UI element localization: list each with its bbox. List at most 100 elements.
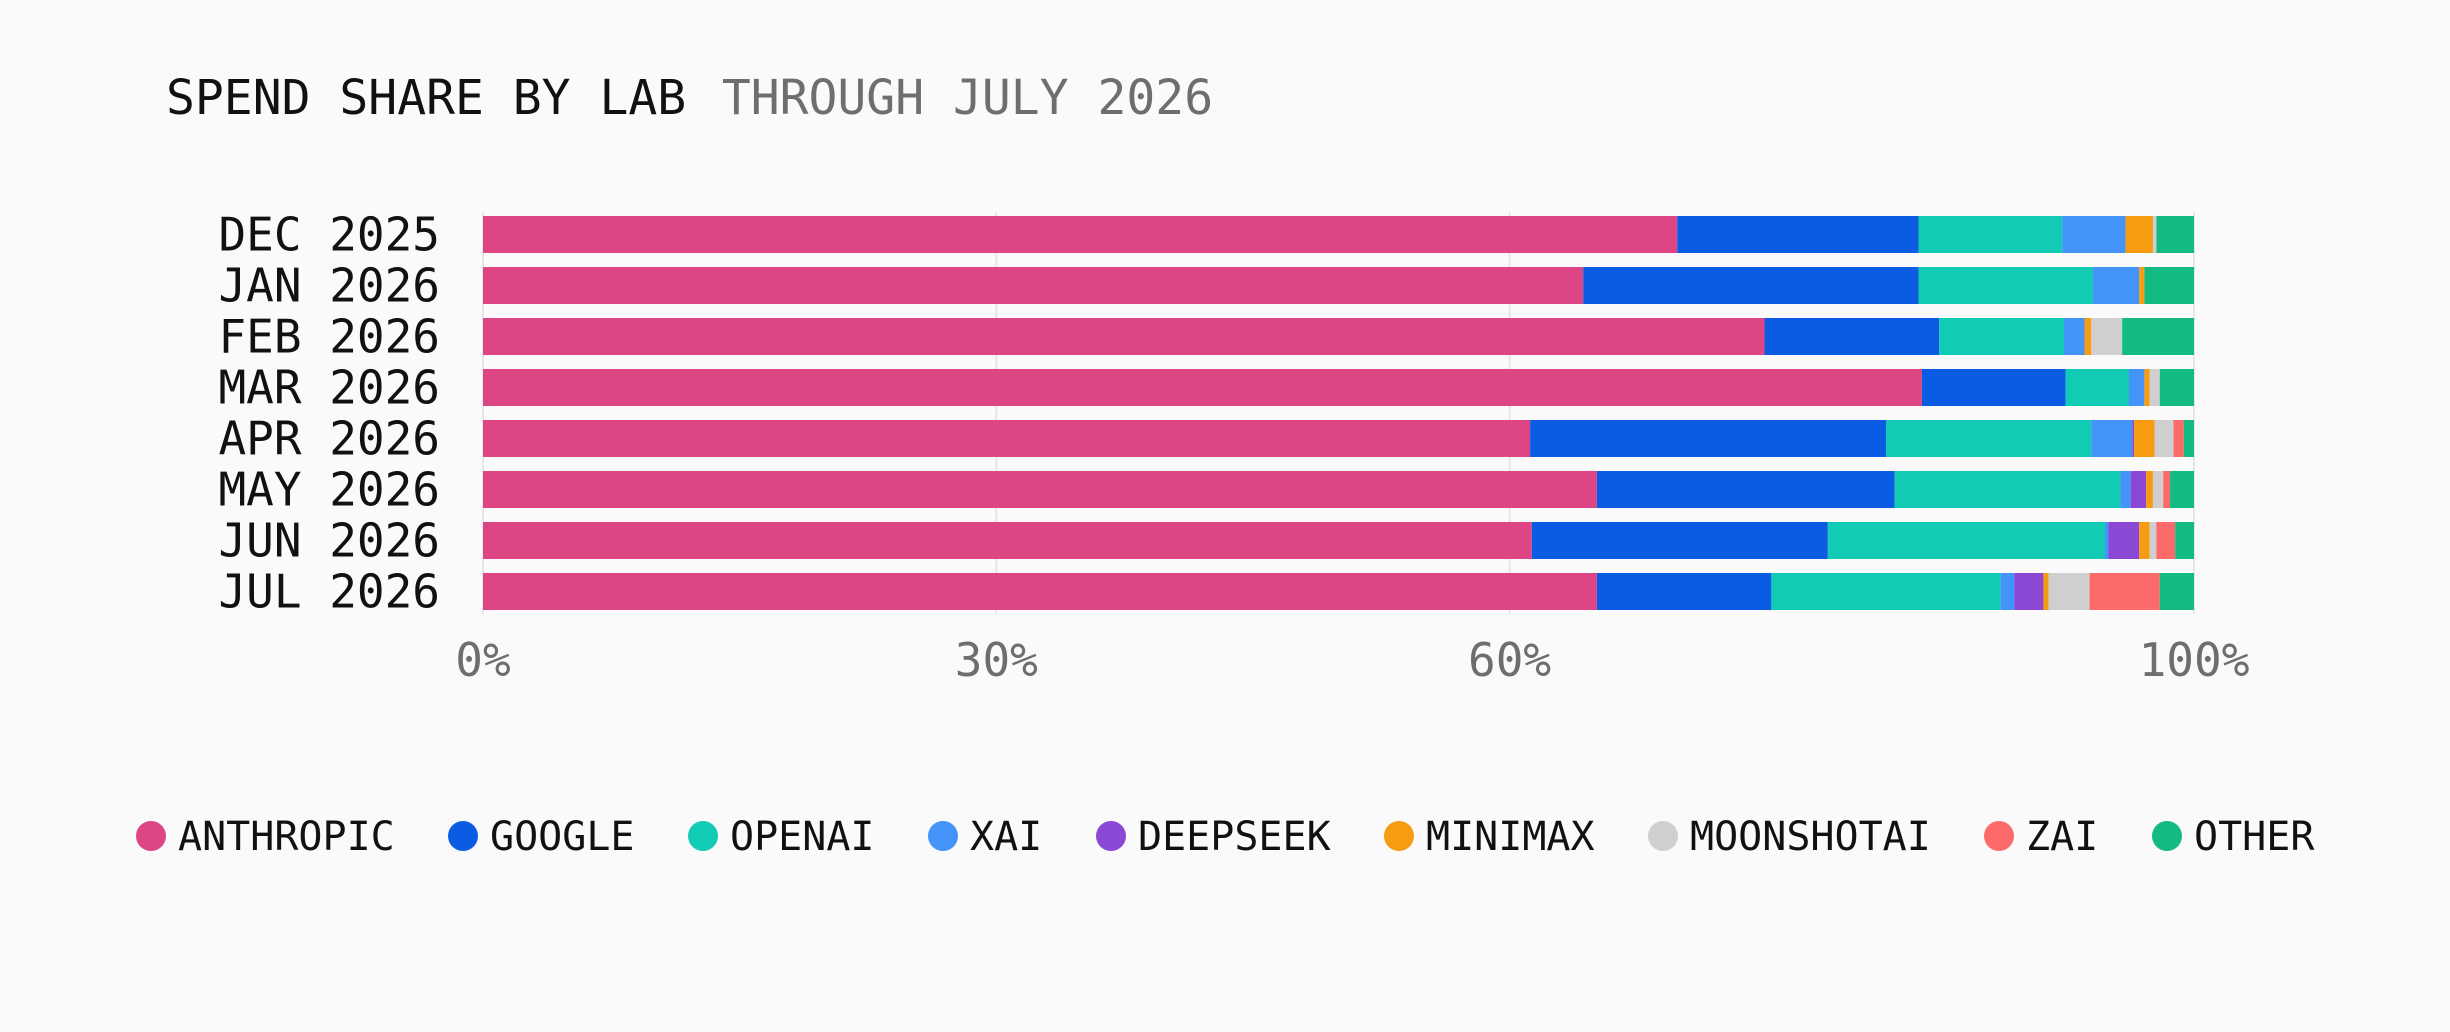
bar-segment-zai-jul-2026 [2089,573,2160,610]
bar-segment-other-jan-2026 [2144,267,2194,304]
bar-segment-anthropic-may-2026 [483,471,1597,508]
bar-segment-openai-jun-2026 [1827,522,2106,559]
bar-segment-minimax-jun-2026 [2139,522,2150,559]
bar-segment-openai-jan-2026 [1918,267,2094,304]
legend-label-zai: ZAI [2026,814,2098,860]
bar-segment-other-apr-2026 [2183,420,2194,457]
legend-swatch-zai [1984,821,2014,851]
legend-label-anthropic: ANTHROPIC [178,814,395,860]
legend-label-deepseek: DEEPSEEK [1138,814,1331,860]
bar-segment-deepseek-may-2026 [2130,471,2147,508]
bar-segment-xai-may-2026 [2120,471,2131,508]
bar-segment-minimax-feb-2026 [2084,318,2092,355]
category-label-mar-2026: MAR 2026 [218,361,440,415]
legend-item-google: GOOGLE [448,814,635,860]
chart-subtitle: THROUGH JULY 2026 [722,70,1213,126]
bar-segment-openai-apr-2026 [1886,420,2092,457]
bar-segment-anthropic-jun-2026 [483,522,1532,559]
legend-swatch-openai [688,821,718,851]
bar-segment-xai-jul-2026 [2000,573,2015,610]
bar-segment-openai-may-2026 [1894,471,2121,508]
bar-segment-openai-feb-2026 [1939,318,2064,355]
bar-segment-anthropic-dec-2025 [483,216,1678,253]
legend-swatch-moonshotai [1648,821,1678,851]
chart-title: SPEND SHARE BY LAB THROUGH JULY 2026 [166,70,1213,126]
bar-segment-moonshotai-dec-2025 [2152,216,2157,253]
bar-segment-xai-dec-2025 [2062,216,2126,253]
bar-segment-other-jun-2026 [2175,522,2194,559]
legend-item-anthropic: ANTHROPIC [136,814,395,860]
chart-title-main: SPEND SHARE BY LAB [166,70,686,126]
x-tick-label-100: 100% [2139,633,2250,687]
bar-segment-google-mar-2026 [1921,369,2066,406]
legend-label-minimax: MINIMAX [1426,814,1595,860]
bar-segment-moonshotai-jun-2026 [2149,522,2157,559]
legend-label-moonshotai: MOONSHOTAI [1690,814,1931,860]
bar-segment-google-apr-2026 [1530,420,1887,457]
bar-segment-other-dec-2025 [2156,216,2194,253]
legend-item-deepseek: DEEPSEEK [1096,814,1331,860]
category-label-dec-2025: DEC 2025 [218,208,440,262]
legend-item-minimax: MINIMAX [1384,814,1595,860]
legend-label-openai: OPENAI [730,814,875,860]
legend-item-other: OTHER [2152,814,2315,860]
category-label-jun-2026: JUN 2026 [218,514,440,568]
bar-segment-moonshotai-mar-2026 [2149,369,2160,406]
stacked-bars [483,216,2194,610]
legend-label-google: GOOGLE [490,814,635,860]
bar-segment-google-jun-2026 [1531,522,1828,559]
legend-swatch-minimax [1384,821,1414,851]
bar-segment-zai-may-2026 [2163,471,2171,508]
bar-segment-moonshotai-jul-2026 [2048,573,2090,610]
bar-segment-xai-jan-2026 [2093,267,2140,304]
legend-item-xai: XAI [928,814,1042,860]
bar-segment-deepseek-jun-2026 [2108,522,2140,559]
category-label-apr-2026: APR 2026 [218,412,440,466]
bar-segment-google-jan-2026 [1583,267,1919,304]
bar-segment-anthropic-apr-2026 [483,420,1531,457]
bar-segment-anthropic-jan-2026 [483,267,1584,304]
bar-segment-xai-apr-2026 [2091,420,2133,457]
bar-segment-deepseek-apr-2026 [2132,420,2135,457]
legend-swatch-deepseek [1096,821,1126,851]
x-tick-label-0: 0% [455,633,510,687]
bar-segment-anthropic-jul-2026 [483,573,1597,610]
bar-segment-google-may-2026 [1596,471,1895,508]
legend-label-other: OTHER [2194,814,2315,860]
bar-segment-other-feb-2026 [2122,318,2194,355]
bar-segment-google-jul-2026 [1596,573,1772,610]
bar-segment-google-dec-2025 [1677,216,1919,253]
bar-segment-other-mar-2026 [2159,369,2194,406]
bar-segment-xai-feb-2026 [2063,318,2085,355]
legend: ANTHROPIC GOOGLE OPENAI XAI DEEPSEEK MINIMAX M… [136,814,2315,860]
category-label-jul-2026: JUL 2026 [218,565,440,619]
bar-segment-google-feb-2026 [1764,318,1940,355]
bar-segment-zai-apr-2026 [2173,420,2184,457]
bar-segment-deepseek-jul-2026 [2014,573,2044,610]
bar-segment-openai-jul-2026 [1771,573,2001,610]
legend-item-openai: OPENAI [688,814,875,860]
bar-segment-minimax-may-2026 [2146,471,2153,508]
legend-label-xai: XAI [970,814,1042,860]
legend-item-zai: ZAI [1984,814,2098,860]
category-label-may-2026: MAY 2026 [218,463,440,517]
bar-segment-openai-dec-2025 [1918,216,2063,253]
legend-item-moonshotai: MOONSHOTAI [1648,814,1931,860]
bar-segment-xai-jun-2026 [2105,522,2109,559]
bar-segment-openai-mar-2026 [2065,369,2129,406]
legend-swatch-other [2152,821,2182,851]
bar-segment-other-may-2026 [2170,471,2194,508]
bar-segment-minimax-jul-2026 [2043,573,2049,610]
bar-segment-minimax-jan-2026 [2139,267,2145,304]
x-tick-label-30: 30% [955,633,1038,687]
bar-segment-minimax-mar-2026 [2144,369,2150,406]
x-axis-tick-labels: 0% 30% 60% 100% [455,633,2249,687]
bar-segment-anthropic-feb-2026 [483,318,1765,355]
bar-segment-xai-mar-2026 [2128,369,2145,406]
bar-segment-moonshotai-feb-2026 [2091,318,2123,355]
category-label-feb-2026: FEB 2026 [218,310,440,364]
bar-segment-zai-jun-2026 [2156,522,2176,559]
